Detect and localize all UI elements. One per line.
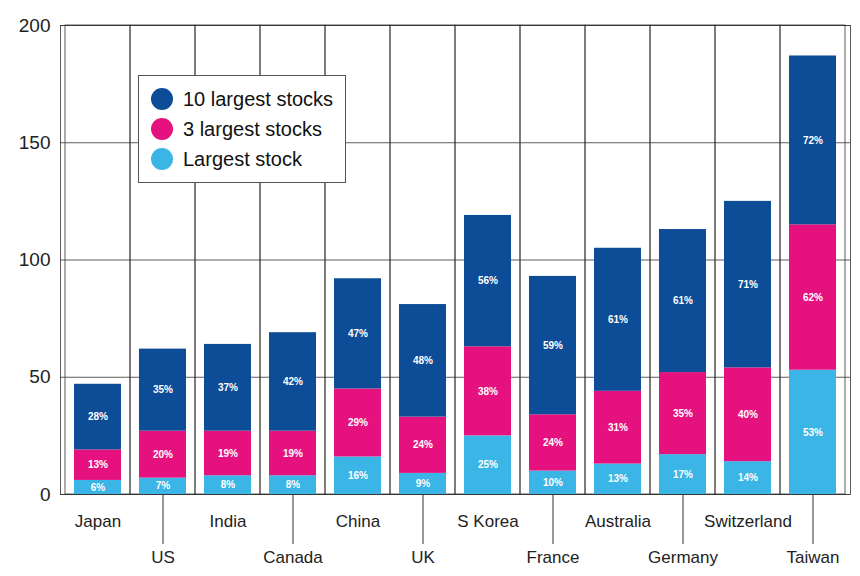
svg-text:China: China xyxy=(336,512,381,531)
svg-text:48%: 48% xyxy=(413,355,433,366)
svg-text:Germany: Germany xyxy=(648,548,718,567)
svg-text:0: 0 xyxy=(40,484,51,505)
svg-text:42%: 42% xyxy=(283,376,303,387)
svg-text:13%: 13% xyxy=(88,459,108,470)
svg-text:Australia: Australia xyxy=(585,512,652,531)
svg-text:19%: 19% xyxy=(218,448,238,459)
svg-text:8%: 8% xyxy=(286,479,301,490)
svg-text:200: 200 xyxy=(19,15,51,36)
svg-text:37%: 37% xyxy=(218,382,238,393)
svg-text:Japan: Japan xyxy=(75,512,121,531)
svg-text:19%: 19% xyxy=(283,448,303,459)
svg-text:25%: 25% xyxy=(478,459,498,470)
svg-text:40%: 40% xyxy=(738,409,758,420)
svg-text:20%: 20% xyxy=(153,449,173,460)
svg-text:61%: 61% xyxy=(673,295,693,306)
svg-text:9%: 9% xyxy=(416,478,431,489)
svg-text:72%: 72% xyxy=(803,135,823,146)
svg-text:14%: 14% xyxy=(738,472,758,483)
svg-text:38%: 38% xyxy=(478,386,498,397)
svg-text:150: 150 xyxy=(19,132,51,153)
svg-text:47%: 47% xyxy=(348,328,368,339)
svg-text:S Korea: S Korea xyxy=(457,512,519,531)
svg-text:7%: 7% xyxy=(156,480,171,491)
svg-text:50: 50 xyxy=(29,366,50,387)
svg-text:10%: 10% xyxy=(543,477,563,488)
svg-text:13%: 13% xyxy=(608,473,628,484)
svg-text:India: India xyxy=(210,512,247,531)
svg-text:56%: 56% xyxy=(478,275,498,286)
svg-text:Switzerland: Switzerland xyxy=(704,512,792,531)
svg-text:17%: 17% xyxy=(673,469,693,480)
svg-text:100: 100 xyxy=(19,249,51,270)
svg-text:62%: 62% xyxy=(803,292,823,303)
html-text:10 largest stocks: 10 largest stocks xyxy=(183,87,334,110)
svg-text:35%: 35% xyxy=(153,384,173,395)
svg-text:24%: 24% xyxy=(543,437,563,448)
svg-text:28%: 28% xyxy=(88,411,108,422)
svg-text:29%: 29% xyxy=(348,417,368,428)
svg-text:59%: 59% xyxy=(543,340,563,351)
svg-text:24%: 24% xyxy=(413,439,433,450)
svg-text:31%: 31% xyxy=(608,422,628,433)
svg-text:UK: UK xyxy=(411,548,435,567)
svg-text:Canada: Canada xyxy=(263,548,323,567)
html-text:Largest stock: Largest stock xyxy=(183,147,302,170)
svg-text:53%: 53% xyxy=(803,427,823,438)
html-text:3 largest stocks: 3 largest stocks xyxy=(183,117,322,140)
svg-text:71%: 71% xyxy=(738,279,758,290)
svg-text:35%: 35% xyxy=(673,408,693,419)
svg-text:US: US xyxy=(151,548,175,567)
svg-text:8%: 8% xyxy=(221,479,236,490)
svg-text:6%: 6% xyxy=(91,482,106,493)
svg-text:61%: 61% xyxy=(608,314,628,325)
svg-text:France: France xyxy=(527,548,580,567)
svg-text:Taiwan: Taiwan xyxy=(787,548,840,567)
svg-text:16%: 16% xyxy=(348,470,368,481)
